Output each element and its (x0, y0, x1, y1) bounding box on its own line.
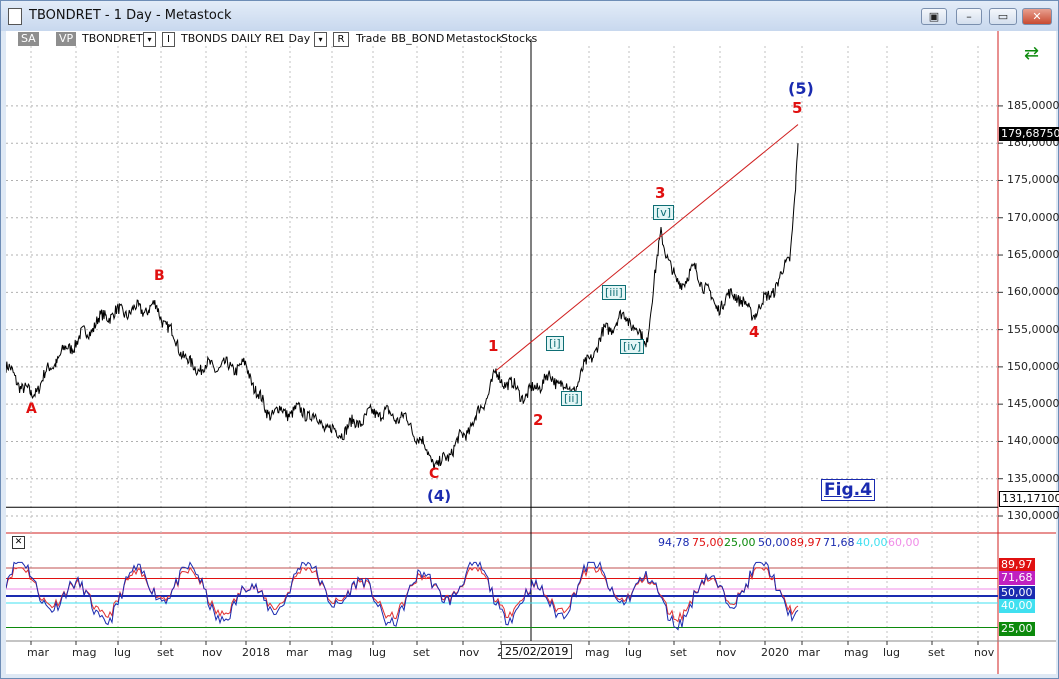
osc-value-2: 75,00 (692, 536, 724, 549)
crosshair-date: 25/02/2019 (501, 644, 573, 659)
price-tick-label: 160,000000 (1007, 285, 1059, 299)
time-tick-label: lug (625, 646, 643, 659)
chart-area[interactable]: SA VP TBONDRET ▾ I TBONDS DAILY RE 1 Day… (6, 31, 1059, 674)
osc-value-1: 94,78 (658, 536, 690, 549)
osc-tag-25: 25,00 (999, 622, 1035, 636)
price-tick-label: 135,000000 (1007, 471, 1059, 485)
source-label: Metastock (446, 32, 503, 45)
trade-label: Trade (356, 32, 387, 45)
wave-label-1: 1 (488, 337, 499, 355)
osc-value-3: 25,00 (724, 536, 756, 549)
price-tick-label: 175,000000 (1007, 173, 1059, 187)
period-label: 1 Day (278, 32, 311, 45)
time-tick-label: 2020 (761, 646, 789, 659)
osc-value-8: 60,00 (888, 536, 920, 549)
wave-label-5: 5 (792, 99, 803, 117)
i-dropdown[interactable]: I (162, 32, 175, 47)
time-tick-label: mag (585, 646, 610, 659)
osc-tag-50: 50,00 (999, 586, 1035, 600)
time-tick-label: lug (369, 646, 387, 659)
wave-trendline (495, 124, 799, 371)
period-dropdown-icon[interactable]: ▾ (314, 32, 327, 47)
minimize-button[interactable]: – (956, 8, 982, 25)
price-tick-label: 140,000000 (1007, 434, 1059, 448)
time-tick-label: set (413, 646, 430, 659)
wave-label-4-circle: (4) (427, 487, 452, 505)
wave-label-iv: [iv] (620, 339, 645, 354)
osc-value-7: 40,00 (856, 536, 888, 549)
price-tick-label: 170,000000 (1007, 210, 1059, 224)
trend-icon[interactable]: ⇄ (1024, 43, 1040, 64)
wave-label-a: A (26, 401, 37, 417)
wave-label-v: [v] (653, 205, 675, 220)
osc-value-4: 50,00 (758, 536, 790, 549)
price-tick-label: 185,000000 (1007, 98, 1059, 112)
osc-tag-89: 89,97 (999, 558, 1035, 572)
line-price-tag: 131,17100 (999, 491, 1059, 507)
osc-signal-line (6, 566, 799, 623)
time-tick-label: mag (72, 646, 97, 659)
wave-label-3: 3 (655, 184, 666, 202)
osc-tag-71: 71,68 (999, 571, 1035, 585)
window-title: TBONDRET - 1 Day - Metastock (29, 8, 232, 23)
wave-label-4: 4 (749, 323, 760, 341)
osc-line (6, 560, 799, 631)
osc-value-6: 71,68 (823, 536, 855, 549)
time-tick-label: mag (328, 646, 353, 659)
time-tick-label: set (157, 646, 174, 659)
wave-label-iii: [iii] (602, 285, 626, 300)
time-tick-label: lug (883, 646, 901, 659)
time-tick-label: mar (27, 646, 49, 659)
close-pane-icon[interactable]: ✕ (12, 536, 25, 549)
time-tick-label: set (670, 646, 687, 659)
time-tick-label: nov (974, 646, 995, 659)
stocks-label: Stocks (501, 32, 538, 45)
wave-label-5-circle: (5) (788, 79, 814, 98)
osc-tag-40: 40,00 (999, 599, 1035, 613)
price-tick-label: 145,000000 (1007, 397, 1059, 411)
maximize-button[interactable]: ▭ (989, 8, 1017, 25)
osc-value-5: 89,97 (790, 536, 822, 549)
wave-label-c: C (429, 466, 440, 482)
price-series-line (6, 143, 799, 470)
time-tick-label: nov (459, 646, 480, 659)
time-tick-label: lug (114, 646, 132, 659)
last-price-tag: 179,68750 (999, 127, 1059, 141)
time-tick-label: nov (202, 646, 223, 659)
title-bar: TBONDRET - 1 Day - Metastock ▣ – ▭ ✕ (1, 1, 1058, 31)
close-button[interactable]: ✕ (1022, 8, 1052, 25)
wave-label-i: [i] (546, 336, 564, 351)
bond-label: BB_BOND (391, 32, 445, 45)
description-label: TBONDS DAILY RE (181, 32, 280, 45)
figure-label: Fig.4 (821, 479, 875, 501)
time-tick-label: mar (286, 646, 308, 659)
wave-label-ii: [ii] (561, 391, 582, 406)
time-tick-label: nov (716, 646, 737, 659)
symbol-label: TBONDRET (82, 32, 143, 45)
wave-label-b: B (154, 268, 165, 284)
price-tick-label: 155,000000 (1007, 322, 1059, 336)
wave-label-2: 2 (533, 411, 544, 429)
time-tick-label: mar (798, 646, 820, 659)
time-tick-label: mag (844, 646, 869, 659)
r-dropdown[interactable]: R (333, 32, 349, 47)
sa-chip[interactable]: SA (18, 32, 39, 46)
symbol-dropdown-icon[interactable]: ▾ (143, 32, 156, 47)
restore-layout-icon[interactable]: ▣ (921, 8, 947, 25)
price-tick-label: 165,000000 (1007, 248, 1059, 262)
time-tick-label: 2 (497, 646, 504, 659)
price-tick-label: 150,000000 (1007, 359, 1059, 373)
price-chart-svg (6, 31, 1056, 674)
time-tick-label: set (928, 646, 945, 659)
vp-chip[interactable]: VP (56, 32, 77, 46)
document-icon (8, 8, 22, 25)
time-tick-label: 2018 (242, 646, 270, 659)
price-tick-label: 130,000000 (1007, 509, 1059, 522)
